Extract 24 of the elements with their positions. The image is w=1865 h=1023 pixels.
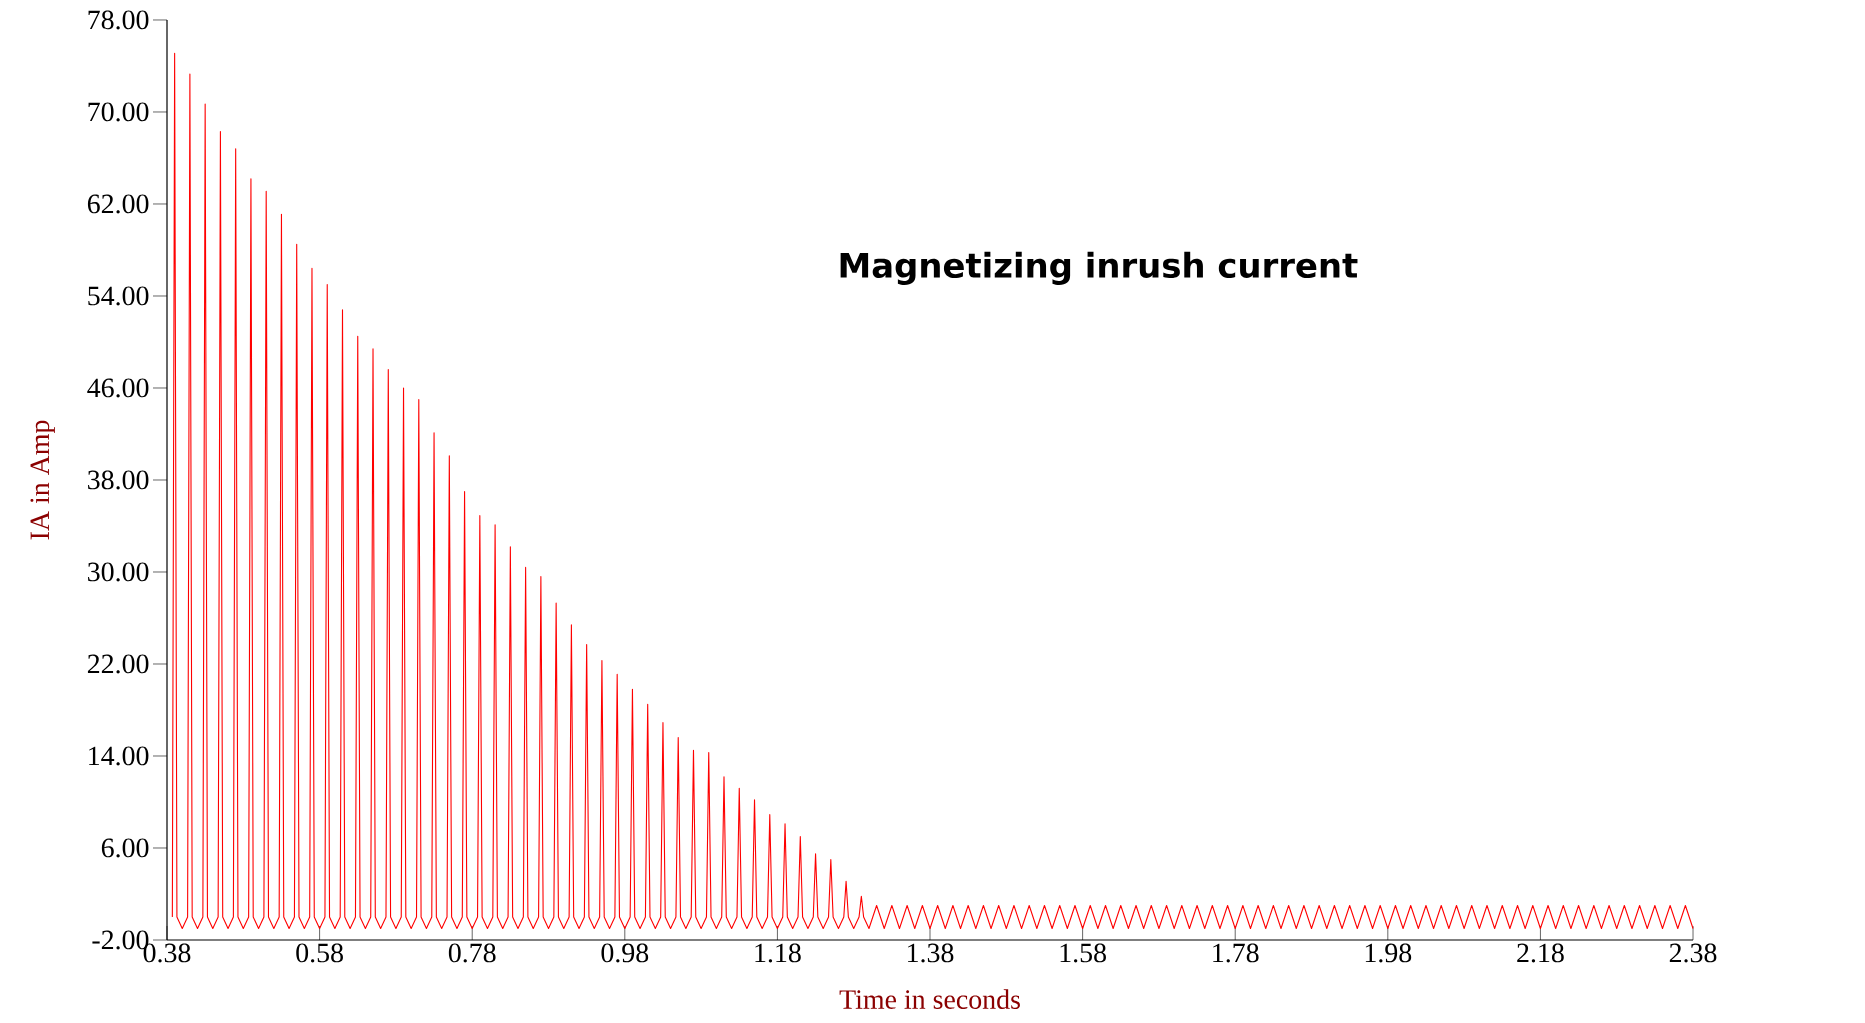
y-tick-label: 78.00 — [88, 10, 149, 30]
y-tick-label: 54.00 — [88, 286, 149, 306]
y-tick-label: 14.00 — [89, 746, 149, 766]
y-axis-title: IA in Amp — [30, 420, 55, 540]
x-tick-label: 1.18 — [755, 943, 801, 963]
x-axis-title: Time in seconds — [839, 989, 1020, 1009]
line-series — [171, 52, 1694, 930]
x-tick-label: 2.38 — [1669, 943, 1717, 963]
x-tick-label: 0.98 — [601, 943, 649, 963]
y-tick-label: 62.00 — [87, 194, 149, 214]
y-tick-label: 38.00 — [88, 470, 149, 490]
annotation: Magnetizing inrush current — [840, 251, 1358, 285]
x-tick-label: 0.78 — [448, 943, 496, 963]
y-tick-label: 70.00 — [88, 102, 149, 122]
x-tick-label: 2.18 — [1517, 943, 1564, 963]
y-tick-label: 6.00 — [101, 838, 149, 858]
y-tick-label: 22.00 — [87, 654, 149, 674]
x-tick-label: 1.98 — [1365, 943, 1412, 963]
x-tick-label: 1.78 — [1213, 943, 1259, 963]
x-tick-label: 1.38 — [908, 943, 954, 963]
y-tick-label: 30.00 — [88, 562, 149, 582]
y-tick-label: 46.00 — [87, 378, 149, 398]
x-tick-label: 0.58 — [296, 943, 343, 963]
x-tick-label: 1.58 — [1060, 943, 1106, 963]
